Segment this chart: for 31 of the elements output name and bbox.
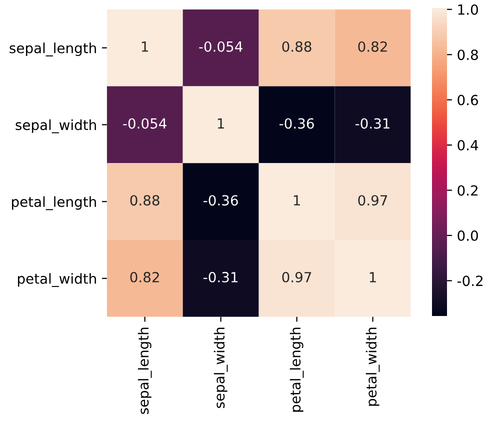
y-tick-label: sepal_width (16, 119, 96, 134)
data-label: 1 (218, 118, 224, 129)
data-label: 0.97 (282, 272, 312, 282)
y-tick-label: petal_width (18, 273, 96, 287)
data-label: -0.31 (355, 118, 390, 129)
color-bar-label: 0.4 (458, 140, 478, 151)
data-label: 0.88 (282, 41, 312, 52)
x-tick-label: petal_length (290, 328, 304, 412)
data-label: -0.054 (123, 118, 166, 129)
x-tick-label: petal_width (366, 328, 380, 406)
data-label: 1 (294, 195, 300, 206)
color-bar-label: 0.2 (458, 185, 478, 196)
color-bar-label: -0.2 (457, 276, 482, 286)
data-label: 0.82 (358, 41, 387, 52)
data-label: -0.36 (204, 195, 238, 206)
data-label: 0.97 (358, 195, 388, 206)
data-label: 1 (142, 42, 148, 52)
data-label: -0.054 (199, 41, 242, 52)
x-tick-label: sepal_width (214, 328, 228, 408)
y-tick-label: petal_length (12, 196, 96, 210)
color-bar-label: 1.0 (458, 4, 478, 15)
data-label: 0.88 (130, 195, 160, 206)
color-bar-label: 0.8 (458, 50, 478, 60)
color-bar-label: 0.0 (458, 230, 478, 241)
data-label: 0.82 (130, 272, 159, 282)
data-label: 1 (370, 272, 376, 282)
data-label: -0.31 (204, 272, 238, 282)
x-tick-label: sepal_length (138, 328, 152, 414)
data-label: -0.36 (280, 118, 314, 129)
color-bar-label: 0.6 (458, 94, 478, 106)
y-tick-label: sepal_length (10, 42, 96, 56)
